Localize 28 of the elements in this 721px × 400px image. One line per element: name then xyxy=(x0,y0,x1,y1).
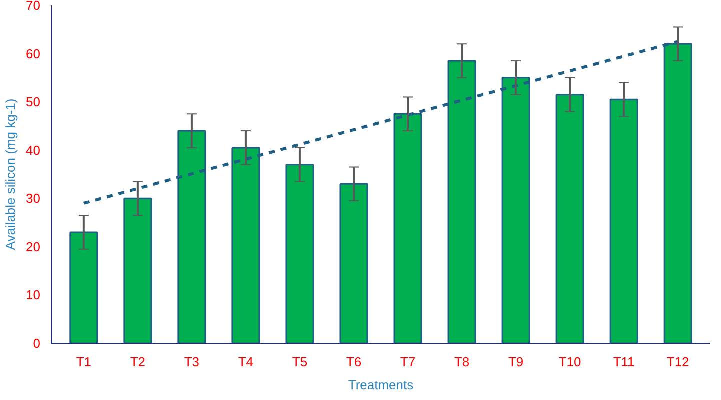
y-tick-label: 60 xyxy=(26,46,41,62)
x-tick-label: T9 xyxy=(508,354,524,370)
x-tick-label: T11 xyxy=(613,354,635,370)
x-tick-label: T1 xyxy=(76,354,92,370)
x-axis-title: Treatments xyxy=(348,378,414,392)
y-tick-label: 10 xyxy=(26,288,41,303)
x-tick-label: T8 xyxy=(454,354,470,370)
y-tick-label: 40 xyxy=(26,142,41,158)
x-tick-label: T2 xyxy=(130,354,146,370)
bar xyxy=(70,232,98,344)
y-tick-label: 70 xyxy=(26,0,41,13)
bar xyxy=(610,98,638,344)
y-tick-label: 0 xyxy=(33,336,41,351)
y-tick-label: 30 xyxy=(26,191,41,206)
bar xyxy=(286,164,314,344)
x-tick-label: T3 xyxy=(184,354,200,370)
x-tick-label: T7 xyxy=(400,354,416,370)
y-tick-label: 50 xyxy=(26,94,41,110)
y-axis-title: Available silicon (mg kg-1) xyxy=(3,98,18,250)
x-tick-label: T5 xyxy=(292,354,308,370)
x-tick-label: T10 xyxy=(558,354,582,370)
y-tick-label: 20 xyxy=(26,239,41,254)
x-tick-label: T12 xyxy=(666,354,690,370)
x-tick-label: T4 xyxy=(238,354,254,370)
bar xyxy=(340,183,368,344)
x-tick-label: T6 xyxy=(346,354,362,370)
bar xyxy=(556,94,584,344)
bar xyxy=(124,198,152,344)
